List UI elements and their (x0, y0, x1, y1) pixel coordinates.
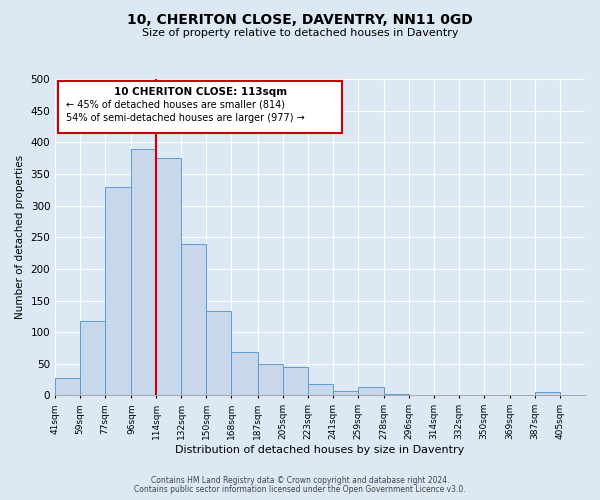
Text: 10, CHERITON CLOSE, DAVENTRY, NN11 0GD: 10, CHERITON CLOSE, DAVENTRY, NN11 0GD (127, 12, 473, 26)
Bar (283, 367, 308, 396)
Text: 10 CHERITON CLOSE: 113sqm: 10 CHERITON CLOSE: 113sqm (113, 87, 287, 97)
X-axis label: Distribution of detached houses by size in Daventry: Distribution of detached houses by size … (175, 445, 465, 455)
Bar (358, 387, 384, 396)
Bar (308, 384, 332, 396)
Bar (55, 378, 80, 396)
Bar (232, 352, 257, 396)
Bar (80, 322, 105, 396)
Bar (384, 394, 409, 396)
Bar (105, 186, 131, 396)
Y-axis label: Number of detached properties: Number of detached properties (15, 155, 25, 320)
Bar (206, 312, 232, 396)
Bar (535, 392, 560, 396)
Bar (157, 158, 181, 396)
Bar (257, 364, 283, 396)
Text: Contains public sector information licensed under the Open Government Licence v3: Contains public sector information licen… (134, 485, 466, 494)
Bar (332, 391, 358, 396)
FancyBboxPatch shape (58, 81, 342, 133)
Text: 54% of semi-detached houses are larger (977) →: 54% of semi-detached houses are larger (… (66, 112, 305, 122)
Text: Contains HM Land Registry data © Crown copyright and database right 2024.: Contains HM Land Registry data © Crown c… (151, 476, 449, 485)
Bar (181, 244, 206, 396)
Text: ← 45% of detached houses are smaller (814): ← 45% of detached houses are smaller (81… (66, 100, 285, 110)
Text: Size of property relative to detached houses in Daventry: Size of property relative to detached ho… (142, 28, 458, 38)
Bar (131, 148, 157, 396)
